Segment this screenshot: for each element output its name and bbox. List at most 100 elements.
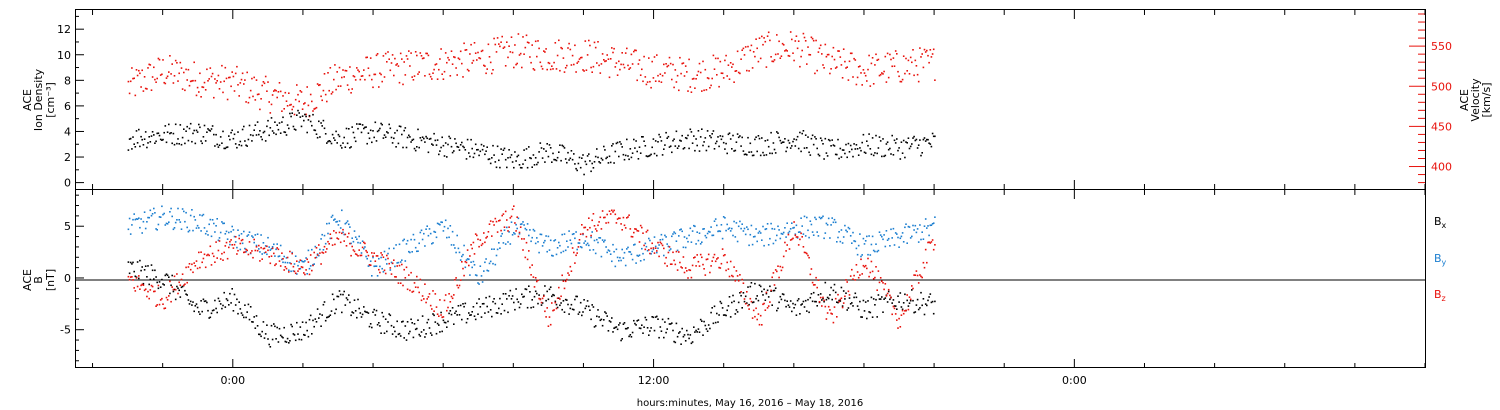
by-point: [578, 242, 581, 244]
bx-point: [176, 285, 178, 288]
bz-point: [328, 243, 330, 245]
by-point: [373, 265, 375, 268]
bz-point: [769, 301, 771, 303]
bx-point: [579, 301, 582, 304]
bz-point: [743, 298, 746, 300]
velocity-point: [434, 63, 437, 66]
by-point: [292, 270, 295, 272]
bx-point: [426, 321, 428, 324]
density-point: [424, 141, 426, 143]
bz-point: [384, 272, 387, 275]
velocity-point: [762, 43, 764, 46]
bx-point: [757, 299, 760, 302]
bz-point: [519, 226, 522, 228]
bx-point: [926, 304, 928, 307]
by-point: [627, 246, 629, 249]
density-point: [333, 137, 335, 139]
by-point: [453, 244, 455, 246]
bx-point: [279, 334, 282, 337]
bx-point: [561, 308, 563, 311]
velocity-point: [772, 60, 775, 63]
density-point: [883, 155, 885, 158]
velocity-point: [150, 89, 153, 91]
velocity-point: [442, 78, 445, 80]
bx-point: [483, 302, 485, 305]
bz-point: [821, 305, 823, 307]
by-point: [867, 253, 869, 256]
by-point: [146, 221, 148, 223]
bx-point: [530, 306, 532, 309]
velocity-point: [515, 63, 517, 66]
bz-point: [635, 228, 637, 230]
bx-point: [343, 290, 345, 293]
by-point: [405, 243, 408, 245]
density-point: [808, 151, 810, 154]
by-point: [367, 265, 370, 267]
density-point: [831, 139, 833, 141]
velocity-point: [627, 64, 629, 67]
density-point: [226, 146, 229, 148]
bz-point: [507, 230, 509, 232]
bx-point: [847, 307, 850, 309]
by-point: [461, 255, 463, 258]
by-point: [664, 234, 666, 237]
by-point: [872, 249, 875, 252]
velocity-point: [883, 70, 885, 73]
bz-point: [379, 271, 381, 274]
density-point: [733, 150, 735, 152]
by-point: [773, 228, 776, 230]
velocity-point: [796, 47, 799, 50]
density-point: [394, 132, 396, 134]
density-point: [271, 130, 274, 132]
by-point: [654, 245, 657, 248]
time-tick-label: 0:00: [1062, 374, 1087, 387]
density-point: [515, 160, 517, 162]
by-point: [134, 218, 137, 221]
velocity-point: [132, 77, 134, 80]
by-point: [342, 231, 344, 234]
bz-point: [869, 271, 872, 274]
by-point: [142, 220, 145, 223]
density-point: [765, 154, 768, 156]
density-point: [537, 161, 539, 164]
by-point: [679, 229, 681, 231]
density-point: [785, 150, 787, 153]
bz-point: [761, 324, 763, 326]
velocity-point: [859, 65, 861, 67]
bx-point: [188, 303, 191, 305]
by-point: [570, 242, 573, 245]
bx-point: [628, 335, 630, 338]
velocity-point: [318, 84, 320, 87]
bz-point: [840, 297, 843, 299]
bz-point: [394, 276, 396, 278]
by-point: [693, 224, 695, 227]
bx-point: [772, 289, 775, 292]
by-point: [577, 242, 580, 244]
velocity-point: [312, 110, 314, 112]
velocity-point: [604, 60, 606, 63]
velocity-point: [872, 83, 875, 85]
by-point: [784, 227, 786, 229]
bx-point: [548, 288, 551, 291]
density-point: [391, 142, 394, 144]
by-point: [744, 233, 747, 236]
bx-point: [538, 294, 540, 296]
bx-point: [659, 326, 662, 328]
by-point: [500, 235, 502, 237]
bx-point: [184, 289, 186, 292]
velocity-point: [699, 71, 702, 74]
by-point: [883, 234, 885, 236]
bx-point: [223, 291, 225, 294]
velocity-point: [352, 75, 355, 77]
bx-point: [215, 307, 217, 310]
bz-point: [466, 249, 469, 251]
by-point: [533, 230, 536, 232]
bz-point: [398, 264, 401, 267]
velocity-point: [809, 54, 812, 56]
by-point: [553, 240, 555, 242]
bx-point: [417, 319, 419, 321]
velocity-point: [776, 34, 778, 36]
bz-point: [216, 257, 218, 259]
bx-point: [435, 332, 438, 335]
velocity-point: [905, 57, 907, 60]
